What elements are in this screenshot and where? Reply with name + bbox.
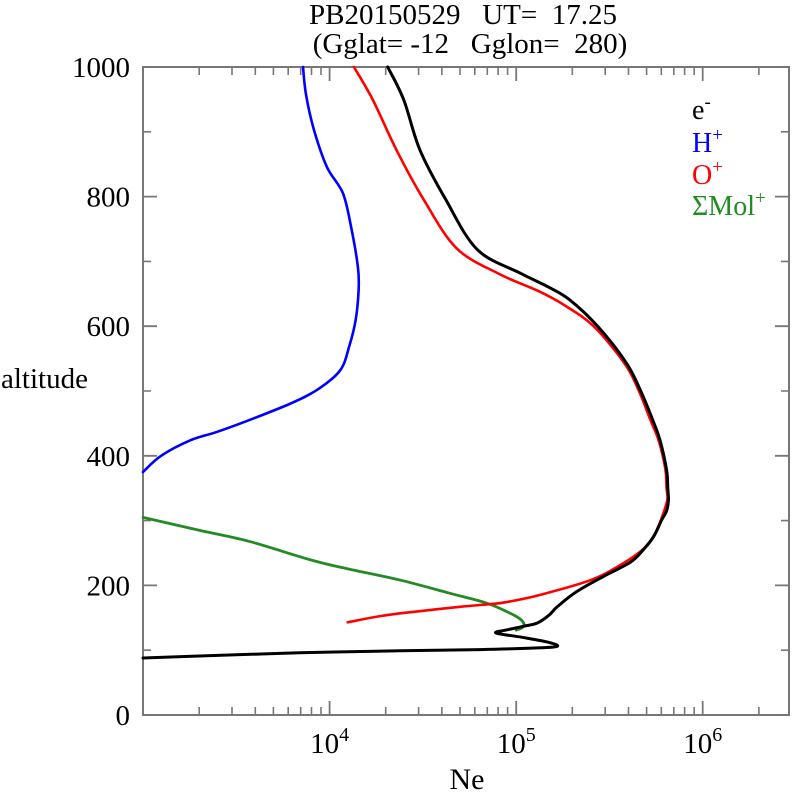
y-tick-label: 200	[87, 570, 131, 602]
chart-title: PB20150529 UT= 17.25	[309, 0, 617, 31]
x-tick-label: 105	[497, 724, 536, 760]
chart-subtitle: (Gglat= -12 Gglon= 280)	[312, 28, 628, 60]
major-ticks	[143, 66, 789, 716]
curve-o-plus	[346, 65, 669, 624]
x-tick-label: 106	[683, 724, 722, 760]
x-axis-label: Ne	[449, 763, 485, 796]
legend-item-o-plus: O+	[692, 157, 723, 191]
y-axis-label: altitude	[1, 363, 88, 395]
y-tick-label: 600	[87, 311, 131, 343]
legend-item-mol-plus: ΣMol+	[692, 188, 766, 222]
x-tick-label: 104	[310, 724, 349, 760]
y-tick-label: 800	[87, 182, 131, 214]
y-tick-label: 0	[116, 700, 131, 732]
legend-item-electron: e-	[692, 92, 711, 126]
curve-mol-plus	[141, 516, 526, 632]
y-tick-label: 1000	[72, 52, 130, 84]
legend-item-h-plus: H+	[692, 125, 723, 159]
y-tick-label: 400	[87, 441, 131, 473]
curve-h-plus	[141, 65, 361, 474]
minor-ticks	[143, 67, 789, 715]
curve-electron	[141, 65, 670, 660]
